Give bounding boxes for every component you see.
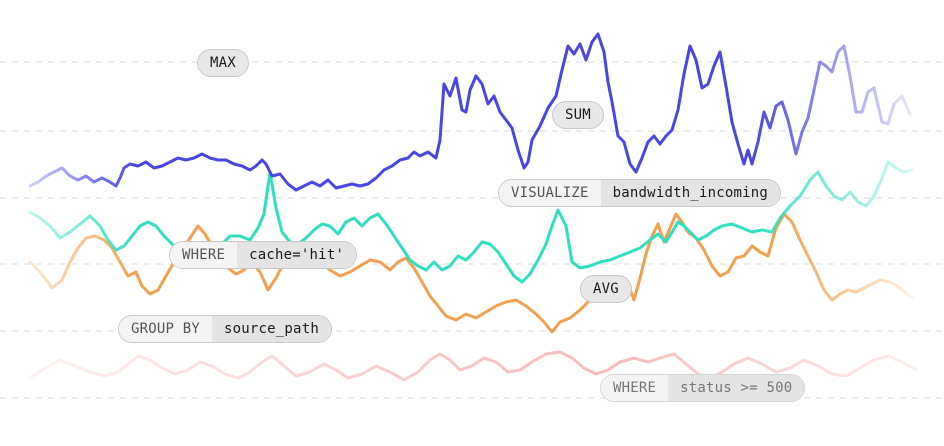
blue-series-line bbox=[28, 32, 912, 192]
where-keyword: WHERE bbox=[601, 375, 669, 401]
group-by-value: source_path bbox=[212, 316, 331, 342]
where-cache-clause[interactable]: WHERE cache='hit' bbox=[169, 241, 358, 269]
avg-label[interactable]: AVG bbox=[580, 275, 632, 303]
gridlines bbox=[0, 61, 944, 399]
sum-label[interactable]: SUM bbox=[552, 101, 604, 129]
visualize-value: bandwidth_incoming bbox=[600, 180, 780, 206]
pink-series-line bbox=[28, 350, 918, 382]
where-status-clause[interactable]: WHERE status >= 500 bbox=[600, 374, 806, 402]
visualize-keyword: VISUALIZE bbox=[499, 180, 601, 206]
visualize-clause[interactable]: VISUALIZE bandwidth_incoming bbox=[498, 179, 781, 207]
group-by-keyword: GROUP BY bbox=[119, 316, 213, 342]
where-keyword: WHERE bbox=[170, 242, 238, 268]
group-by-clause[interactable]: GROUP BY source_path bbox=[118, 315, 332, 343]
where-value: cache='hit' bbox=[237, 242, 357, 268]
where-value: status >= 500 bbox=[668, 375, 805, 401]
max-label[interactable]: MAX bbox=[197, 49, 249, 77]
